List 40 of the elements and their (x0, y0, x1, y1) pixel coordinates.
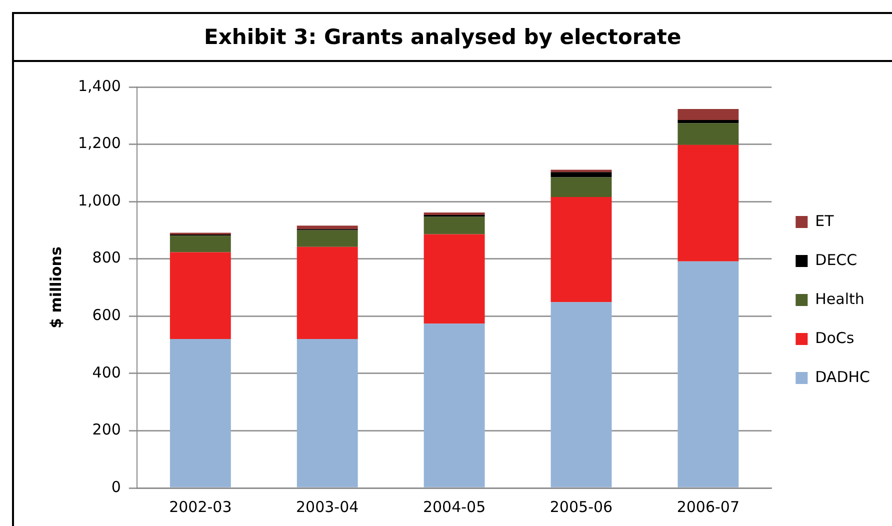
legend-label: DoCs (815, 328, 854, 347)
legend-label: Health (815, 290, 864, 308)
chart-title: Exhibit 3: Grants analysed by electorate (14, 14, 892, 62)
bar (550, 172, 612, 178)
y-axis-title: $ millions (46, 246, 65, 328)
legend-label: DADHC (815, 368, 870, 386)
bar (424, 212, 485, 216)
legend-label: ET (815, 212, 835, 230)
bar (296, 339, 358, 488)
y-tick-label: 1,400 (78, 76, 121, 95)
y-tick-label: 600 (92, 306, 121, 324)
x-tick-label: 2005-06 (550, 498, 613, 516)
y-tick-label: 800 (92, 248, 121, 267)
legend-label: DECC (815, 250, 858, 269)
bar (170, 339, 231, 488)
y-tick-label: 0 (111, 478, 121, 496)
bar (296, 230, 358, 247)
bar (678, 109, 739, 120)
bar (678, 261, 739, 488)
bar (296, 246, 358, 340)
y-tick-label: 400 (92, 363, 121, 382)
x-tick-label: 2002-03 (169, 498, 232, 516)
y-tick-label: 1,000 (78, 191, 121, 210)
bar (678, 120, 739, 124)
bar (170, 236, 231, 252)
bar (550, 177, 612, 197)
bar (296, 226, 358, 230)
bar (678, 144, 739, 262)
bar (170, 252, 231, 340)
x-tick-label: 2004-05 (422, 498, 486, 516)
bar (550, 302, 612, 488)
bar (424, 216, 485, 234)
x-tick-label: 2003-04 (296, 498, 359, 516)
x-tick-label: 2006-07 (676, 498, 740, 516)
bar (424, 324, 485, 488)
bar (678, 123, 739, 145)
y-tick-label: 200 (92, 420, 121, 439)
bar (550, 196, 612, 302)
bar (424, 234, 485, 324)
y-tick-label: 1,200 (78, 134, 121, 152)
